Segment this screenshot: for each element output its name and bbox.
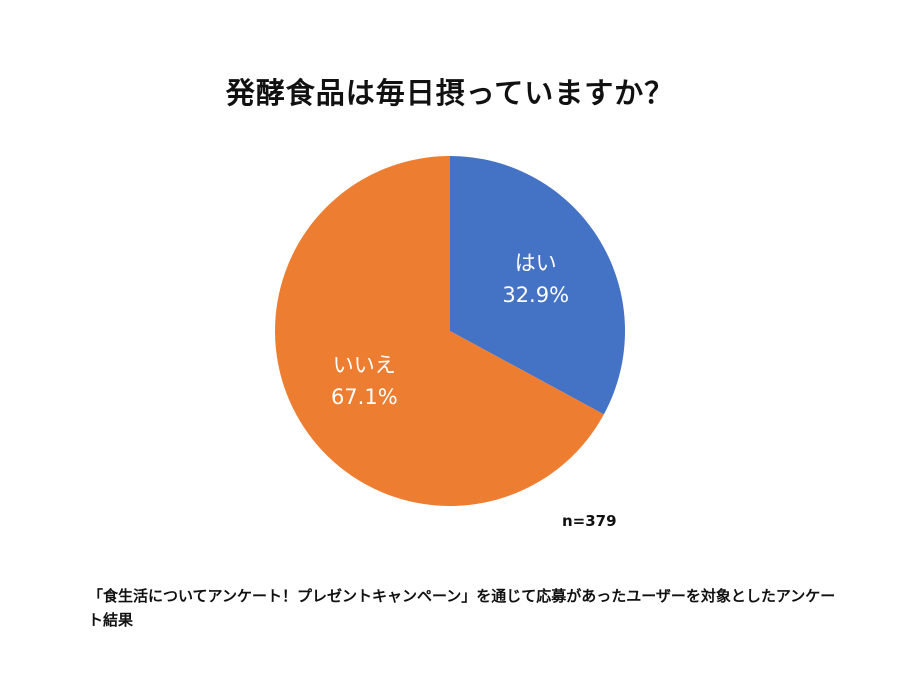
survey-footnote: 「食生活についてアンケート！プレゼントキャンペーン」を通じて応募があったユーザー… <box>88 587 836 629</box>
slice-label-0: はい <box>515 251 557 275</box>
chart-title: 発酵食品は毎日摂っていますか？ <box>225 76 675 110</box>
slice-label-1: いいえ <box>333 353 396 377</box>
slice-value-0: 32.9% <box>502 283 569 307</box>
pie-slice-0 <box>450 156 626 415</box>
sample-size-label: n=379 <box>562 512 617 530</box>
pie-slice-1 <box>275 156 604 506</box>
slice-value-1: 67.1% <box>331 385 398 409</box>
